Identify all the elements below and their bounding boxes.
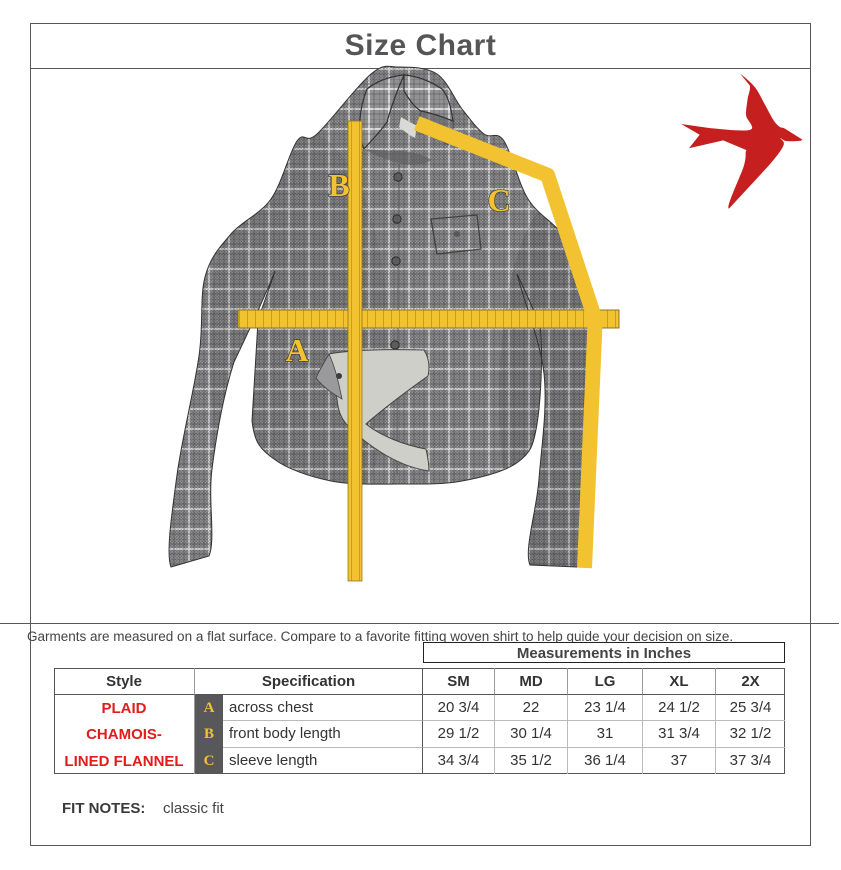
svg-text:A: A — [285, 332, 308, 368]
svg-text:C: C — [487, 182, 510, 218]
svg-text:B: B — [328, 167, 349, 203]
